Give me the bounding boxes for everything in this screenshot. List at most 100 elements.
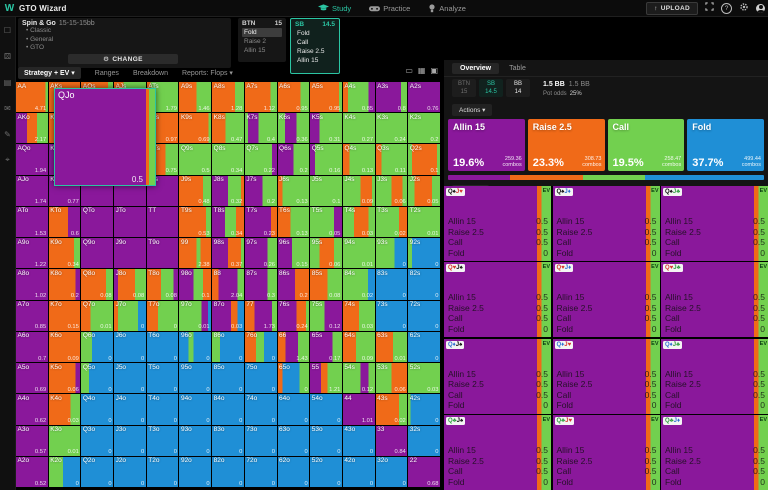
grid-cell-86o[interactable]: 86o 0	[212, 331, 244, 363]
grid-cell-Q5o[interactable]: Q5o 0	[81, 363, 114, 394]
action-card-call[interactable]: Call 19.5% 258.47 combos	[607, 119, 685, 171]
grid-cell-99[interactable]: 99 2.38	[179, 238, 212, 269]
tab-ranges[interactable]: Ranges	[94, 69, 119, 77]
grid-cell-A3o[interactable]: A3o 0.57	[16, 425, 48, 456]
grid-cell-K2s[interactable]: K2s 0.2	[408, 113, 440, 144]
grid-cell-85o[interactable]: 85o 0	[212, 363, 244, 394]
grid-cell-75o[interactable]: 75o 0	[244, 363, 277, 394]
grid-cell-92o[interactable]: 92o 0	[179, 456, 212, 487]
rail-icon-4[interactable]: ✎	[4, 129, 11, 139]
grid-cell-J8o[interactable]: J8o 0.08	[114, 269, 146, 300]
grid-cell-62s[interactable]: 62s 0	[408, 331, 440, 363]
grid-cell-33[interactable]: 33 0.84	[375, 425, 408, 456]
grid-cell-T4o[interactable]: T4o 0	[146, 394, 179, 425]
combo-tile-Q♣J♦[interactable]: Q♣J♦ EV Allin 15 0.5 Raise 2.5 0.5 Call 0.5 Fold…	[661, 415, 768, 490]
rail-icon-2[interactable]: ▤	[3, 77, 12, 87]
grid-cell-Q5s[interactable]: Q5s 0.16	[310, 144, 342, 175]
rail-icon-3[interactable]: ✉	[4, 103, 11, 113]
grid-cell-K4o[interactable]: K4o 0.03	[48, 394, 81, 425]
combo-tile-Q♦J♠[interactable]: Q♦J♠ EV Allin 15 0.5 Raise 2.5 0.5 Call 0.5 Fold…	[444, 338, 551, 414]
grid-cell-95s[interactable]: 95s 0.06	[310, 238, 342, 269]
grid-cell-Q2o[interactable]: Q2o 0	[81, 456, 114, 487]
node-action-fold[interactable]: Fold	[242, 28, 282, 37]
grid-cell-A5o[interactable]: A5o 0.69	[16, 363, 48, 394]
grid-cell-Q7s[interactable]: Q7s 0.22	[244, 144, 277, 175]
sb-node-card[interactable]: SB 14.5 Fold Call Raise 2.5 Allin 15	[290, 18, 340, 74]
nav-tab-analyze[interactable]: Analyze	[428, 4, 466, 13]
grid-cell-Q3s[interactable]: Q3s 0.11	[375, 144, 408, 175]
grid-cell-K5s[interactable]: K5s 0.31	[310, 113, 342, 144]
grid-cell-84o[interactable]: 84o 0	[212, 394, 244, 425]
grid-cell-98o[interactable]: 98o 0.1	[179, 269, 212, 300]
grid-cell-Q9o[interactable]: Q9o	[81, 238, 114, 269]
grid-cell-J3o[interactable]: J3o 0	[114, 425, 146, 456]
grid-cell-T7o[interactable]: T7o 0	[146, 300, 179, 331]
rail-icon-1[interactable]: ⚄	[4, 51, 11, 61]
grid-cell-85s[interactable]: 85s 0.08	[310, 269, 342, 300]
grid-cell-73s[interactable]: 73s 0	[375, 300, 408, 331]
grid-cell-76o[interactable]: 76o 0	[244, 331, 277, 363]
combo-tile-Q♠J♣[interactable]: Q♠J♣ EV Allin 15 0.5 Raise 2.5 0.5 Call 0.5 Fold…	[661, 186, 768, 261]
grid-cell-T9o[interactable]: T9o	[146, 238, 179, 269]
tab-table[interactable]: Table	[509, 64, 526, 72]
grid-tool-icon-0[interactable]: ▭	[405, 66, 413, 75]
change-solution-button[interactable]: ⚙ CHANGE	[68, 54, 178, 64]
grid-cell-T7s[interactable]: T7s 0.23	[244, 206, 277, 238]
grid-cell-84s[interactable]: 84s 0.02	[342, 269, 375, 300]
btn-node-card[interactable]: BTN 15 Fold Raise 2 Allin 15	[238, 18, 286, 62]
grid-cell-42s[interactable]: 42s 0	[408, 394, 440, 425]
grid-cell-97o[interactable]: 97o 0.01	[179, 300, 212, 331]
combo-tile-Q♣J♥[interactable]: Q♣J♥ EV Allin 15 0.5 Raise 2.5 0.5 Call 0.5 Fold…	[552, 415, 660, 490]
grid-cell-KTo[interactable]: KTo 0.6	[48, 206, 81, 238]
combo-tile-Q♦J♣[interactable]: Q♦J♣ EV Allin 15 0.5 Raise 2.5 0.5 Call 0.5 Fold…	[661, 338, 768, 414]
action-card-fold[interactable]: Fold 37.7% 499.44 combos	[687, 119, 764, 171]
grid-cell-52s[interactable]: 52s 0.03	[408, 363, 440, 394]
grid-cell-J6o[interactable]: J6o 0	[114, 331, 146, 363]
grid-cell-K5o[interactable]: K5o 0.06	[48, 363, 81, 394]
rail-icon-0[interactable]: ☐	[3, 25, 12, 35]
node-action-allin-15[interactable]: Allin 15	[297, 57, 319, 64]
grid-cell-K8o[interactable]: K8o 0.2	[48, 269, 81, 300]
grid-cell-Q6o[interactable]: Q6o 0	[81, 331, 114, 363]
grid-cell-74o[interactable]: 74o 0	[244, 394, 277, 425]
grid-cell-63o[interactable]: 63o 0	[277, 425, 310, 456]
grid-cell-J4o[interactable]: J4o 0	[114, 394, 146, 425]
grid-cell-87o[interactable]: 87o 0.03	[212, 300, 244, 331]
grid-cell-K7s[interactable]: K7s 0.4	[244, 113, 277, 144]
grid-cell-86s[interactable]: 86s 0.2	[277, 269, 310, 300]
tab-breakdown[interactable]: Breakdown	[132, 69, 168, 77]
grid-cell-98s[interactable]: 98s 0.37	[212, 238, 244, 269]
grid-cell-53s[interactable]: 53s 0.06	[375, 363, 408, 394]
grid-cell-J5s[interactable]: J5s 0.1	[310, 175, 342, 206]
nav-tab-study[interactable]: Study	[318, 4, 351, 13]
upload-button[interactable]: ↑ UPLOAD	[646, 1, 698, 15]
grid-cell-AJo[interactable]: AJo 1.74	[16, 175, 48, 206]
grid-cell-A4s[interactable]: A4s 0.85	[342, 82, 375, 113]
grid-cell-Q6s[interactable]: Q6s 0.2	[277, 144, 310, 175]
grid-cell-44[interactable]: 44 1.01	[342, 394, 375, 425]
grid-cell-72o[interactable]: 72o 0	[244, 456, 277, 487]
grid-cell-T5s[interactable]: T5s 0.05	[310, 206, 342, 238]
hovered-cell-magnifier[interactable]: QJo 0.5	[54, 88, 156, 186]
grid-cell-62o[interactable]: 62o 0	[277, 456, 310, 487]
grid-cell-32o[interactable]: 32o 0	[375, 456, 408, 487]
grid-cell-A9s[interactable]: A9s 1.46	[179, 82, 212, 113]
grid-tool-icon-2[interactable]: ▣	[430, 66, 438, 75]
action-card-raise-2-5[interactable]: Raise 2.5 23.3% 308.73 combos	[527, 119, 605, 171]
node-action-raise-2-5[interactable]: Raise 2.5	[297, 48, 325, 55]
stack-chip-btn[interactable]: BTN 15	[452, 79, 476, 97]
node-action-fold[interactable]: Fold	[297, 30, 310, 37]
grid-cell-K3o[interactable]: K3o 0.01	[48, 425, 81, 456]
grid-cell-TT[interactable]: TT	[146, 206, 179, 238]
grid-cell-K4s[interactable]: K4s 0.27	[342, 113, 375, 144]
grid-cell-J7s[interactable]: J7s 0.2	[244, 175, 277, 206]
grid-cell-AQo[interactable]: AQo 1.94	[16, 144, 48, 175]
grid-cell-53o[interactable]: 53o 0	[310, 425, 342, 456]
grid-cell-J6s[interactable]: J6s 0.13	[277, 175, 310, 206]
grid-cell-J9o[interactable]: J9o	[114, 238, 146, 269]
stack-chip-bb[interactable]: BB 14	[506, 79, 530, 97]
grid-cell-T2s[interactable]: T2s 0.01	[408, 206, 440, 238]
help-icon[interactable]: ?	[721, 2, 732, 14]
combo-tile-Q♠J♥[interactable]: Q♠J♥ EV Allin 15 0.5 Raise 2.5 0.5 Call 0.5 Fold…	[444, 186, 551, 261]
grid-cell-52o[interactable]: 52o 0	[310, 456, 342, 487]
